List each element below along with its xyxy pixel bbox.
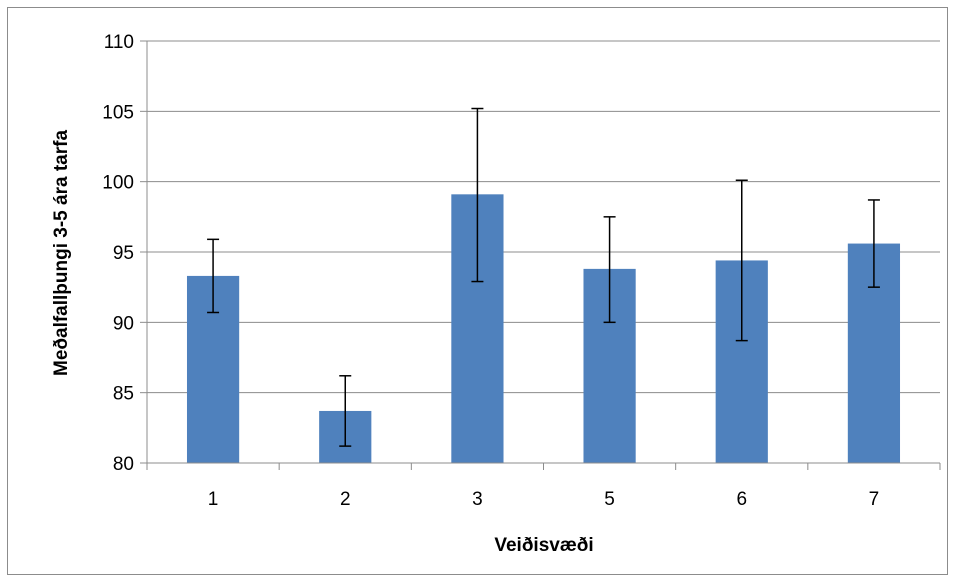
error-bar-7 <box>867 199 880 288</box>
y-tick-label: 80 <box>113 454 134 475</box>
x-tick-label: 6 <box>736 489 747 510</box>
error-bar-2 <box>339 375 352 447</box>
y-tick-label: 100 <box>102 173 134 194</box>
x-tick-label: 3 <box>472 489 483 510</box>
error-bar-6 <box>735 179 748 342</box>
error-bars <box>207 107 880 447</box>
y-tick-labels: 80 85 90 95 100 105 110 <box>102 32 134 475</box>
y-tick-label: 85 <box>113 384 134 405</box>
gridlines <box>147 40 940 394</box>
x-tick-label: 1 <box>208 489 219 510</box>
error-bar-1 <box>207 238 220 314</box>
y-tick-label: 105 <box>102 102 134 123</box>
axes <box>140 40 941 470</box>
y-tick-label: 110 <box>104 32 134 53</box>
x-tick-labels: 1 2 3 5 6 7 <box>208 489 879 510</box>
x-tick-label: 5 <box>604 489 615 510</box>
x-tick-label: 7 <box>869 489 880 510</box>
y-tick-label: 90 <box>113 313 134 334</box>
y-tick-label: 95 <box>113 243 134 264</box>
y-axis-title: Meðalfallþungi 3-5 ára tarfa <box>51 130 72 376</box>
x-tick-label: 2 <box>340 489 351 510</box>
bars <box>186 194 901 463</box>
x-axis-title: Veiðisvæði <box>494 535 593 556</box>
error-bar-5 <box>603 216 616 324</box>
error-bar-3 <box>471 107 484 283</box>
